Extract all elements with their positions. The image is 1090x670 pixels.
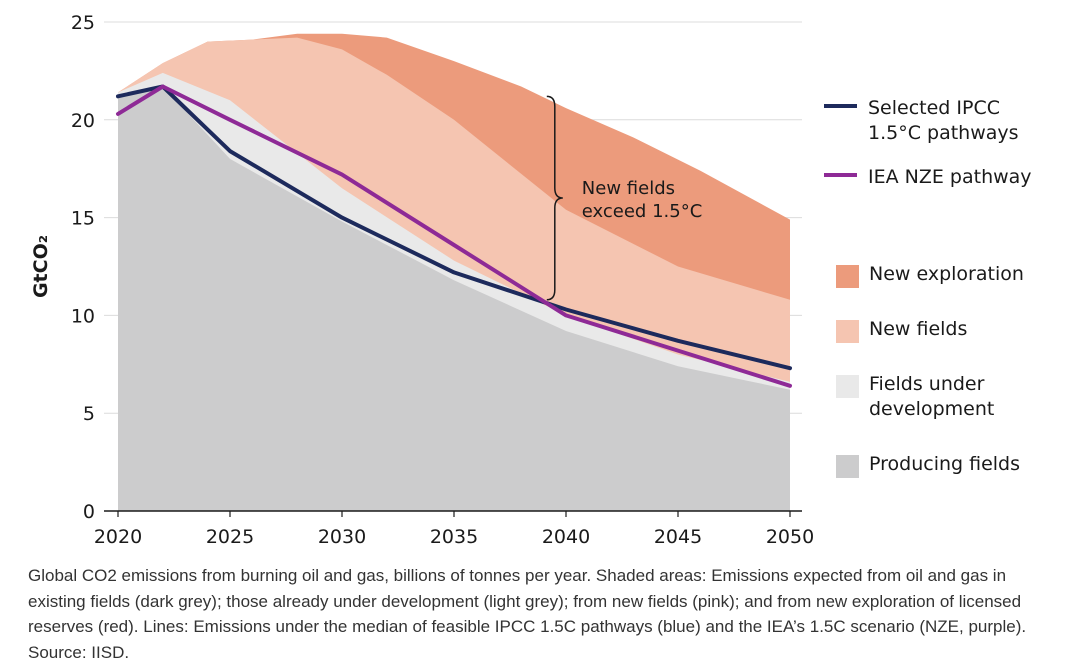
y-tick-label: 20 bbox=[71, 110, 95, 132]
legend-label: 1.5°C pathways bbox=[868, 122, 1019, 144]
legend-label: Selected IPCC bbox=[868, 97, 1000, 119]
legend: Selected IPCC 1.5°C pathways IEA NZE pathw… bbox=[824, 97, 1032, 478]
legend-label: New fields bbox=[869, 318, 967, 340]
figure-caption: Global CO2 emissions from burning oil an… bbox=[28, 566, 1027, 662]
line-selected-ipcc-1-5-c-pathways bbox=[116, 84, 792, 371]
x-tick-label: 2040 bbox=[542, 526, 590, 548]
legend-label: IEA NZE pathway bbox=[868, 166, 1032, 188]
y-tick-label: 15 bbox=[71, 208, 95, 230]
annotation-brace bbox=[546, 95, 563, 301]
y-tick-label: 10 bbox=[71, 305, 95, 327]
legend-label: New exploration bbox=[869, 263, 1024, 285]
y-axis-label: GtCO₂ bbox=[30, 235, 52, 298]
x-tick-label: 2045 bbox=[654, 526, 702, 548]
legend-swatch-box bbox=[836, 375, 859, 398]
legend-label: development bbox=[869, 398, 994, 420]
legend-swatch-box bbox=[836, 320, 859, 343]
legend-swatch-box bbox=[836, 265, 859, 288]
x-tick-label: 2025 bbox=[206, 526, 254, 548]
legend-swatch-box bbox=[836, 455, 859, 478]
x-tick-label: 2035 bbox=[430, 526, 478, 548]
legend-label: Fields under bbox=[869, 373, 985, 395]
x-tick-label: 2050 bbox=[766, 526, 814, 548]
y-tick-label: 5 bbox=[83, 403, 95, 425]
annotation-text-line1: New fields bbox=[582, 178, 675, 199]
x-tick-label: 2020 bbox=[94, 526, 142, 548]
line-iea-nze-pathway bbox=[116, 84, 792, 388]
y-tick-label: 25 bbox=[71, 12, 95, 34]
y-tick-label: 0 bbox=[83, 501, 95, 523]
area-producing-fields bbox=[118, 86, 790, 511]
legend-label: Producing fields bbox=[869, 453, 1020, 475]
pathway-lines bbox=[116, 84, 792, 388]
annotation-text-line2: exceed 1.5°C bbox=[582, 201, 702, 222]
x-tick-label: 2030 bbox=[318, 526, 366, 548]
